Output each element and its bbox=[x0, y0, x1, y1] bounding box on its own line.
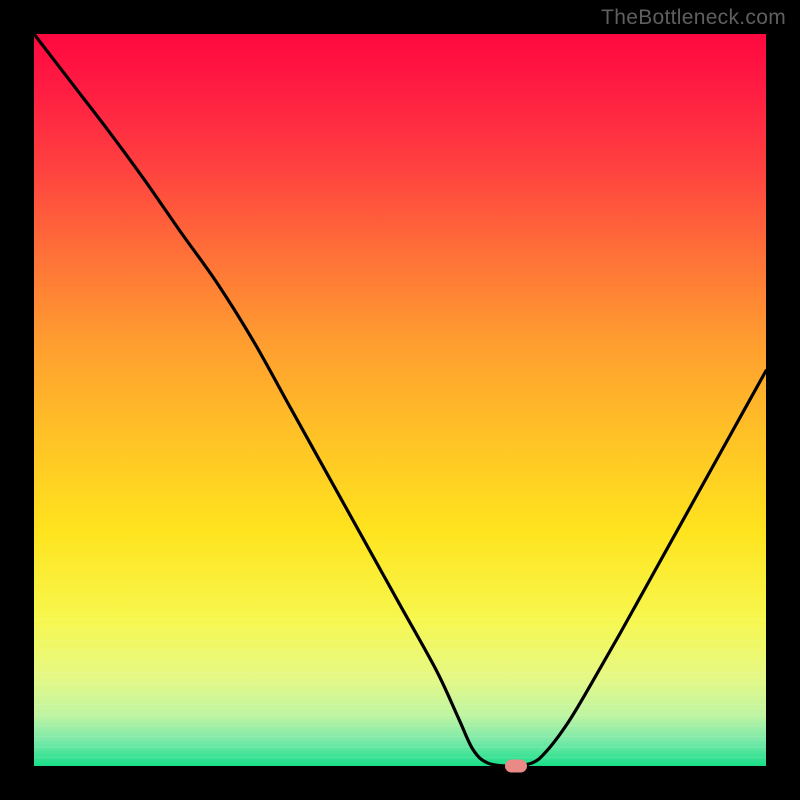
chart-svg bbox=[34, 34, 766, 766]
gradient-background bbox=[34, 34, 766, 766]
chart-frame: TheBottleneck.com bbox=[0, 0, 800, 800]
marker-pill bbox=[505, 760, 527, 773]
optimum-marker bbox=[505, 760, 527, 773]
attribution-text: TheBottleneck.com bbox=[601, 6, 786, 30]
plot-area bbox=[34, 34, 766, 766]
